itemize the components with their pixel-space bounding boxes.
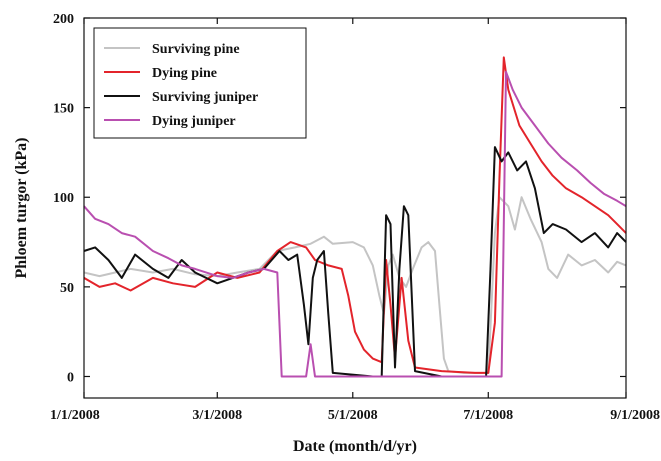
legend: Surviving pine Dying pine Surviving junipe… xyxy=(93,27,307,139)
series-line-dying-pine xyxy=(83,56,627,374)
y-tick-label: 0 xyxy=(67,370,74,385)
y-tick-label: 200 xyxy=(53,12,74,27)
legend-label: Surviving pine xyxy=(152,42,240,57)
plot-frame xyxy=(83,17,627,399)
series-line-surviving-pine xyxy=(83,196,627,374)
y-axis-title: Phloem turgor (kPa) xyxy=(13,137,30,278)
series-line-dying-juniper xyxy=(83,70,627,378)
x-tick-label: 7/1/2008 xyxy=(463,408,513,423)
axes: 0 50 100 150 200 1/1/2008 3/1/2008 5/1/2008 7/1/… xyxy=(50,12,660,423)
x-tick-label: 3/1/2008 xyxy=(192,408,242,423)
x-axis-title: Date (month/d/yr) xyxy=(293,438,417,455)
x-tick-label: 9/1/2008 xyxy=(610,408,660,423)
y-tick-label: 50 xyxy=(60,281,74,296)
legend-label: Dying pine xyxy=(152,66,217,81)
legend-label: Dying juniper xyxy=(152,114,236,129)
y-tick-label: 150 xyxy=(53,102,74,117)
legend-label: Surviving juniper xyxy=(152,90,258,105)
series-lines xyxy=(83,56,627,378)
x-tick-label: 5/1/2008 xyxy=(328,408,378,423)
y-tick-label: 100 xyxy=(53,191,74,206)
x-tick-label: 1/1/2008 xyxy=(50,408,100,423)
